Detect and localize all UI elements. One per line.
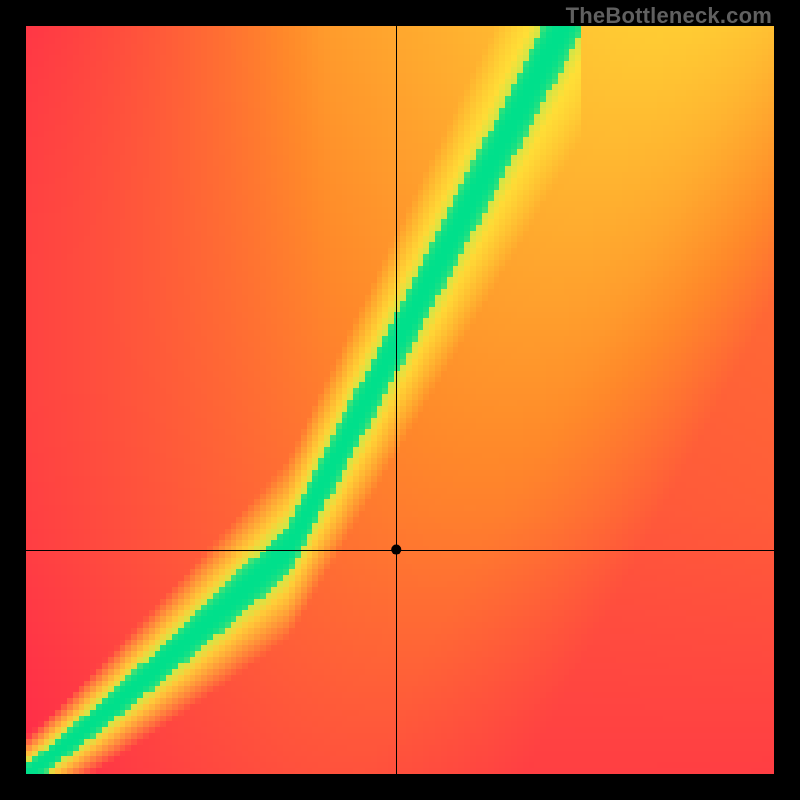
overlay-canvas	[0, 0, 800, 800]
chart-frame: TheBottleneck.com	[0, 0, 800, 800]
watermark-text: TheBottleneck.com	[566, 3, 772, 29]
